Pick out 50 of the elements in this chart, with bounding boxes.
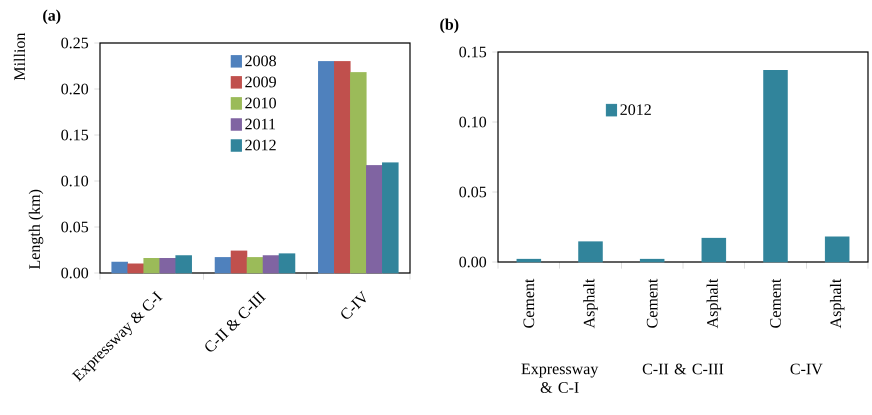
y-tick-label: 0.15 [61, 130, 88, 140]
text: C-II & C-III [642, 364, 724, 374]
bar [127, 264, 144, 274]
bar [262, 255, 280, 274]
x-tick-label: Asphalt [583, 278, 598, 328]
y-axis-title: Length (km) [28, 190, 44, 270]
legend-label: 2008 [245, 56, 276, 66]
y-tick-label: 0.00 [459, 256, 486, 268]
x-tick-label: Cement [646, 278, 658, 328]
legend-label: 2012 [620, 104, 651, 116]
bar [366, 165, 383, 274]
text: C-IV [790, 364, 823, 374]
bar [382, 162, 399, 274]
bar [334, 61, 351, 274]
bar [230, 250, 248, 274]
x-tick-label: Asphalt [830, 278, 844, 328]
bar [578, 241, 603, 262]
bar [350, 72, 367, 274]
bar [111, 262, 128, 274]
x-tick-label: Asphalt [706, 278, 722, 328]
chart-title: (a) [43, 10, 60, 24]
bar [143, 258, 160, 274]
text: Million [14, 32, 26, 80]
x-tick-label: Cement [523, 278, 534, 328]
bar [516, 258, 542, 262]
y-tick-label: 0.05 [459, 186, 486, 198]
bar [824, 236, 850, 262]
legend-label: 2010 [245, 98, 276, 108]
bar [640, 258, 664, 262]
bar [175, 255, 192, 274]
bar [214, 257, 232, 274]
y-tick-label: 0.15 [459, 46, 486, 58]
bar [159, 258, 176, 274]
y-tick-label: 0.05 [61, 222, 88, 232]
y-tick-label: 0.20 [61, 84, 88, 94]
y-tick-label: 0.10 [459, 116, 486, 128]
text: Expressway & C-I [521, 364, 598, 393]
legend-label: 2012 [245, 140, 276, 150]
y-tick-label: 0.00 [61, 268, 88, 278]
bar [763, 70, 788, 262]
x-tick-label: Cement [770, 278, 781, 328]
chart-title: (b) [440, 18, 458, 34]
legend-label: 2009 [245, 76, 276, 88]
bar [318, 61, 335, 274]
bar [702, 238, 726, 262]
bar [278, 253, 296, 274]
legend-label: 2011 [245, 118, 276, 130]
y-tick-label: 0.10 [61, 176, 88, 186]
bar [246, 257, 264, 274]
y-tick-label: 0.25 [61, 38, 88, 48]
